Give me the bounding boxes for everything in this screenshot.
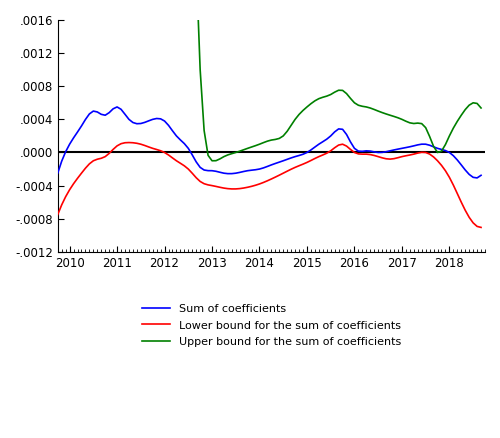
Lower bound for the sum of coefficients (395, 155, 401, 160)
Lower bound for the sum of coefficients (422, 150, 428, 155)
Line: Lower bound for the sum of coefficients: Lower bound for the sum of coefficients (58, 142, 481, 227)
Sum of coefficients (54, 170, 60, 176)
Sum of coefficients (422, 141, 428, 147)
Legend: Sum of coefficients, Lower bound for the sum of coefficients, Upper bound for th: Sum of coefficients, Lower bound for the… (138, 299, 406, 351)
Lower bound for the sum of coefficients (474, 224, 480, 229)
Upper bound for the sum of coefficients (260, 140, 266, 145)
Sum of coefficients (256, 166, 262, 172)
Sum of coefficients (430, 144, 436, 149)
Sum of coefficients (114, 104, 120, 110)
Lower bound for the sum of coefficients (54, 212, 60, 217)
Sum of coefficients (474, 175, 480, 180)
Upper bound for the sum of coefficients (209, 158, 215, 163)
Upper bound for the sum of coefficients (478, 106, 484, 111)
Line: Sum of coefficients: Sum of coefficients (58, 107, 481, 178)
Sum of coefficients (478, 173, 484, 178)
Sum of coefficients (395, 146, 401, 152)
Line: Upper bound for the sum of coefficients: Upper bound for the sum of coefficients (58, 0, 481, 161)
Lower bound for the sum of coefficients (256, 181, 262, 187)
Sum of coefficients (98, 112, 104, 117)
Sum of coefficients (126, 117, 132, 122)
Lower bound for the sum of coefficients (98, 155, 104, 161)
Upper bound for the sum of coefficients (426, 134, 432, 139)
Lower bound for the sum of coefficients (122, 140, 128, 145)
Upper bound for the sum of coefficients (399, 117, 405, 122)
Lower bound for the sum of coefficients (126, 140, 132, 145)
Lower bound for the sum of coefficients (478, 225, 484, 230)
Upper bound for the sum of coefficients (434, 150, 440, 155)
